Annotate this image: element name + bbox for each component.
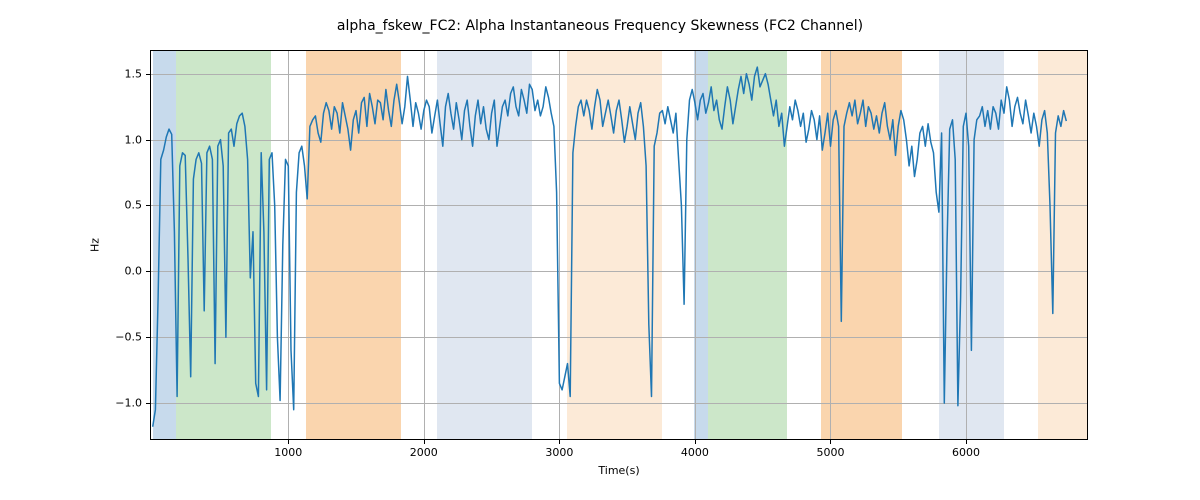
y-tick-label: −0.5 (110, 331, 142, 344)
spine-bottom (150, 439, 1088, 440)
chart-title: alpha_fskew_FC2: Alpha Instantaneous Fre… (0, 18, 1200, 34)
y-axis-label: Hz (89, 238, 102, 252)
x-tick (424, 440, 425, 444)
series-line (150, 50, 1088, 440)
y-tick-label: −1.0 (110, 397, 142, 410)
x-tick (559, 440, 560, 444)
y-tick-label: 1.5 (110, 67, 142, 80)
spine-top (150, 50, 1088, 51)
x-tick-label: 3000 (545, 446, 573, 459)
axes (150, 50, 1088, 440)
x-tick-label: 4000 (681, 446, 709, 459)
y-tick-label: 1.0 (110, 133, 142, 146)
x-tick-label: 2000 (410, 446, 438, 459)
x-tick-label: 6000 (952, 446, 980, 459)
y-tick (146, 271, 150, 272)
x-tick (288, 440, 289, 444)
x-tick (830, 440, 831, 444)
y-tick-label: 0.0 (110, 265, 142, 278)
x-tick-label: 1000 (274, 446, 302, 459)
x-tick (695, 440, 696, 444)
x-tick-label: 5000 (816, 446, 844, 459)
y-tick (146, 140, 150, 141)
spine-right (1087, 50, 1088, 440)
plot-area (150, 50, 1088, 440)
figure: alpha_fskew_FC2: Alpha Instantaneous Fre… (0, 0, 1200, 500)
y-tick-label: 0.5 (110, 199, 142, 212)
y-tick (146, 403, 150, 404)
spine-left (150, 50, 151, 440)
y-tick (146, 74, 150, 75)
y-tick (146, 205, 150, 206)
x-axis-label: Time(s) (598, 464, 639, 477)
x-tick (966, 440, 967, 444)
y-tick (146, 337, 150, 338)
